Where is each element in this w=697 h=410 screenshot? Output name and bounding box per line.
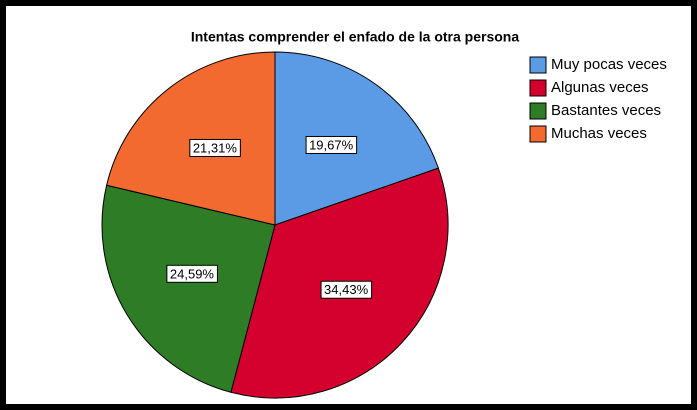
legend-label: Algunas veces [551, 79, 649, 96]
data-label: 34,43% [324, 282, 369, 297]
legend-swatch [529, 79, 547, 97]
data-label: 24,59% [170, 266, 215, 281]
legend-swatch [529, 125, 547, 143]
legend-swatch [529, 56, 547, 74]
pie-slice [101, 184, 276, 393]
legend-label: Bastantes veces [551, 102, 661, 119]
pie-slice [106, 51, 276, 226]
data-label: 21,31% [193, 140, 238, 155]
label-box [320, 280, 373, 299]
legend-label: Muy pocas veces [551, 56, 667, 73]
chart-title: Intentas comprender el enfado de la otra… [191, 29, 520, 45]
label-box [189, 138, 241, 157]
label-box [305, 135, 358, 154]
label-box [166, 264, 218, 283]
legend-label: Muchas veces [551, 125, 647, 142]
data-label: 19,67% [309, 137, 354, 152]
legend-swatch [529, 102, 547, 120]
